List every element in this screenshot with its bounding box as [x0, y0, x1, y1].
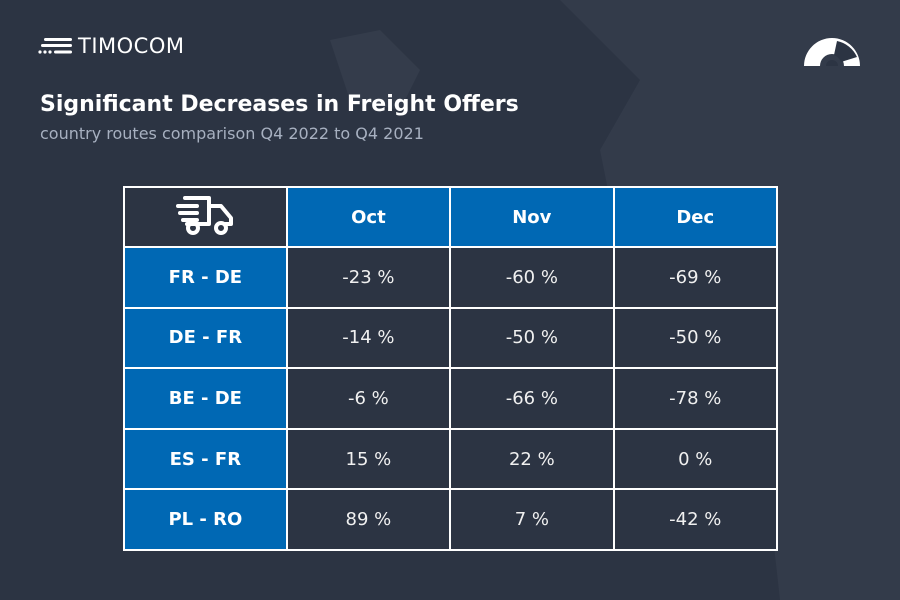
value-cell: 0 %: [612, 427, 779, 491]
column-header: Oct: [285, 186, 452, 248]
table-row: PL - RO 89 % 7 % -42 %: [123, 488, 779, 551]
route-label: FR - DE: [123, 246, 288, 309]
header-row: Oct Nov Dec: [123, 186, 779, 248]
route-label: BE - DE: [123, 367, 288, 430]
table-row: DE - FR -14 % -50 % -50 %: [123, 306, 779, 370]
route-label: DE - FR: [123, 306, 288, 370]
timocom-lines-icon: [38, 38, 72, 54]
value-cell: 7 %: [449, 488, 615, 551]
brand-name: TIMOCOM: [78, 34, 185, 58]
route-label: PL - RO: [123, 488, 288, 551]
timocom-logo: TIMOCOM: [38, 34, 184, 58]
column-header: Dec: [612, 186, 779, 248]
column-header: Nov: [449, 186, 615, 248]
value-cell: -50 %: [449, 306, 615, 370]
value-cell: -60 %: [449, 246, 615, 309]
value-cell: 89 %: [285, 488, 452, 551]
table-row: BE - DE -6 % -66 % -78 %: [123, 367, 779, 430]
value-cell: -42 %: [612, 488, 779, 551]
value-cell: -14 %: [285, 306, 452, 370]
value-cell: 22 %: [449, 427, 615, 491]
value-cell: -23 %: [285, 246, 452, 309]
value-cell: -78 %: [612, 367, 779, 430]
value-cell: -6 %: [285, 367, 452, 430]
table-row: FR - DE -23 % -60 % -69 %: [123, 246, 779, 309]
route-label: ES - FR: [123, 427, 288, 491]
corner-cell: [123, 186, 288, 248]
value-cell: -66 %: [449, 367, 615, 430]
fast-truck-icon: [176, 195, 234, 235]
value-cell: -50 %: [612, 306, 779, 370]
speedometer-icon: [804, 38, 860, 66]
page-title: Significant Decreases in Freight Offers: [40, 92, 519, 117]
table-row: ES - FR 15 % 22 % 0 %: [123, 427, 779, 491]
value-cell: 15 %: [285, 427, 452, 491]
value-cell: -69 %: [612, 246, 779, 309]
freight-offers-table: Oct Nov Dec FR - DE -23 % -60 % -69 % DE - F…: [123, 186, 779, 551]
page-subtitle: country routes comparison Q4 2022 to Q4 …: [40, 124, 424, 143]
